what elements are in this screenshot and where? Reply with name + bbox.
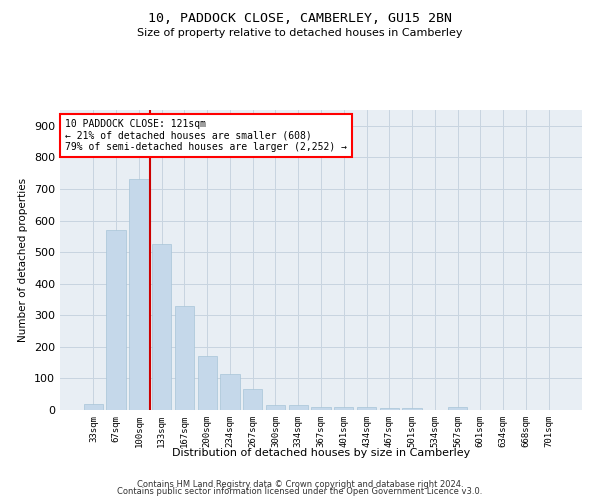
Bar [220, 374, 239, 410]
Bar [311, 407, 331, 410]
Bar [152, 244, 172, 410]
Bar [84, 404, 103, 410]
Text: Size of property relative to detached houses in Camberley: Size of property relative to detached ho… [137, 28, 463, 38]
Bar [175, 306, 194, 410]
Text: Contains public sector information licensed under the Open Government Licence v3: Contains public sector information licen… [118, 488, 482, 496]
Text: Distribution of detached houses by size in Camberley: Distribution of detached houses by size … [172, 448, 470, 458]
Bar [380, 408, 399, 410]
Text: 10 PADDOCK CLOSE: 121sqm
← 21% of detached houses are smaller (608)
79% of semi-: 10 PADDOCK CLOSE: 121sqm ← 21% of detach… [65, 119, 347, 152]
Bar [448, 408, 467, 410]
Bar [129, 180, 149, 410]
Bar [357, 408, 376, 410]
Bar [106, 230, 126, 410]
Text: Contains HM Land Registry data © Crown copyright and database right 2024.: Contains HM Land Registry data © Crown c… [137, 480, 463, 489]
Bar [403, 408, 422, 410]
Bar [197, 356, 217, 410]
Y-axis label: Number of detached properties: Number of detached properties [19, 178, 28, 342]
Bar [243, 388, 262, 410]
Bar [289, 406, 308, 410]
Text: 10, PADDOCK CLOSE, CAMBERLEY, GU15 2BN: 10, PADDOCK CLOSE, CAMBERLEY, GU15 2BN [148, 12, 452, 26]
Bar [266, 404, 285, 410]
Bar [334, 407, 353, 410]
